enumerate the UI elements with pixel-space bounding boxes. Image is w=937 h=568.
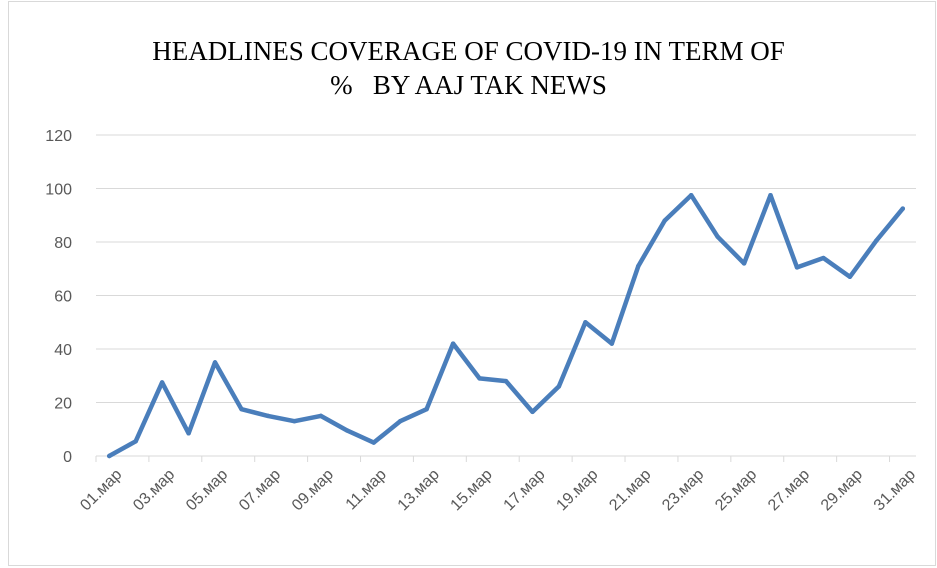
data-point bbox=[609, 341, 615, 346]
x-tick-label: 25.мар bbox=[712, 466, 760, 514]
data-point bbox=[133, 439, 138, 444]
data-point bbox=[318, 413, 324, 419]
data-point bbox=[688, 192, 694, 198]
x-tick-label: 03.мар bbox=[130, 466, 178, 514]
data-point bbox=[768, 192, 773, 198]
x-tick-label: 01.мар bbox=[77, 466, 125, 514]
chart-title-line-1: HEADLINES COVERAGE OF COVID-19 IN TERM O… bbox=[152, 36, 785, 66]
data-point bbox=[450, 341, 456, 346]
data-point bbox=[821, 255, 826, 261]
y-tick-label: 120 bbox=[45, 128, 72, 145]
x-tick-label: 07.мар bbox=[236, 466, 284, 514]
data-point bbox=[741, 261, 747, 266]
data-point bbox=[292, 419, 297, 424]
y-tick-label: 40 bbox=[54, 342, 72, 359]
x-tick-label: 13.мар bbox=[395, 466, 443, 514]
x-tick-label: 31.мар bbox=[871, 466, 919, 514]
x-tick-label: 05.мар bbox=[183, 466, 231, 514]
data-point bbox=[794, 265, 800, 270]
y-tick-label: 100 bbox=[45, 182, 72, 199]
chart-title-line-2: % BY AAJ TAK NEWS bbox=[330, 70, 607, 100]
data-point bbox=[900, 206, 905, 211]
data-point bbox=[847, 274, 853, 279]
data-point bbox=[265, 413, 271, 419]
series-line bbox=[106, 192, 906, 459]
data-point bbox=[530, 409, 535, 415]
data-point bbox=[371, 440, 376, 445]
data-point bbox=[345, 428, 350, 433]
data-point bbox=[424, 406, 429, 412]
x-tick-label: 21.мар bbox=[606, 466, 654, 514]
x-tick-label: 17.мар bbox=[501, 466, 549, 514]
x-tick-label: 19.мар bbox=[553, 466, 601, 514]
data-point bbox=[107, 453, 112, 459]
x-tick-label: 11.мар bbox=[343, 466, 390, 513]
data-point bbox=[239, 406, 244, 412]
y-tick-label: 80 bbox=[54, 235, 72, 252]
data-point bbox=[662, 218, 667, 223]
data-point bbox=[715, 234, 720, 239]
y-tick-label: 60 bbox=[54, 289, 72, 306]
data-point bbox=[477, 376, 482, 381]
data-point bbox=[186, 431, 191, 436]
data-point bbox=[397, 419, 403, 424]
data-point bbox=[556, 384, 562, 389]
data-point bbox=[503, 378, 509, 384]
data-point bbox=[583, 320, 588, 325]
x-tick-label: 15.мар bbox=[448, 466, 496, 514]
data-point bbox=[212, 360, 218, 365]
data-point bbox=[874, 238, 879, 243]
x-tick-label: 23.мар bbox=[659, 466, 707, 514]
data-point bbox=[636, 263, 641, 269]
x-tick-label: 09.мар bbox=[289, 466, 337, 514]
chart-frame bbox=[8, 1, 936, 566]
y-tick-label: 0 bbox=[63, 449, 72, 466]
y-tick-label: 20 bbox=[54, 396, 72, 413]
chart-title: HEADLINES COVERAGE OF COVID-19 IN TERM O… bbox=[0, 34, 937, 102]
data-point bbox=[159, 380, 165, 385]
x-tick-label: 27.мар bbox=[765, 466, 813, 514]
x-tick-label: 29.мар bbox=[818, 466, 866, 514]
